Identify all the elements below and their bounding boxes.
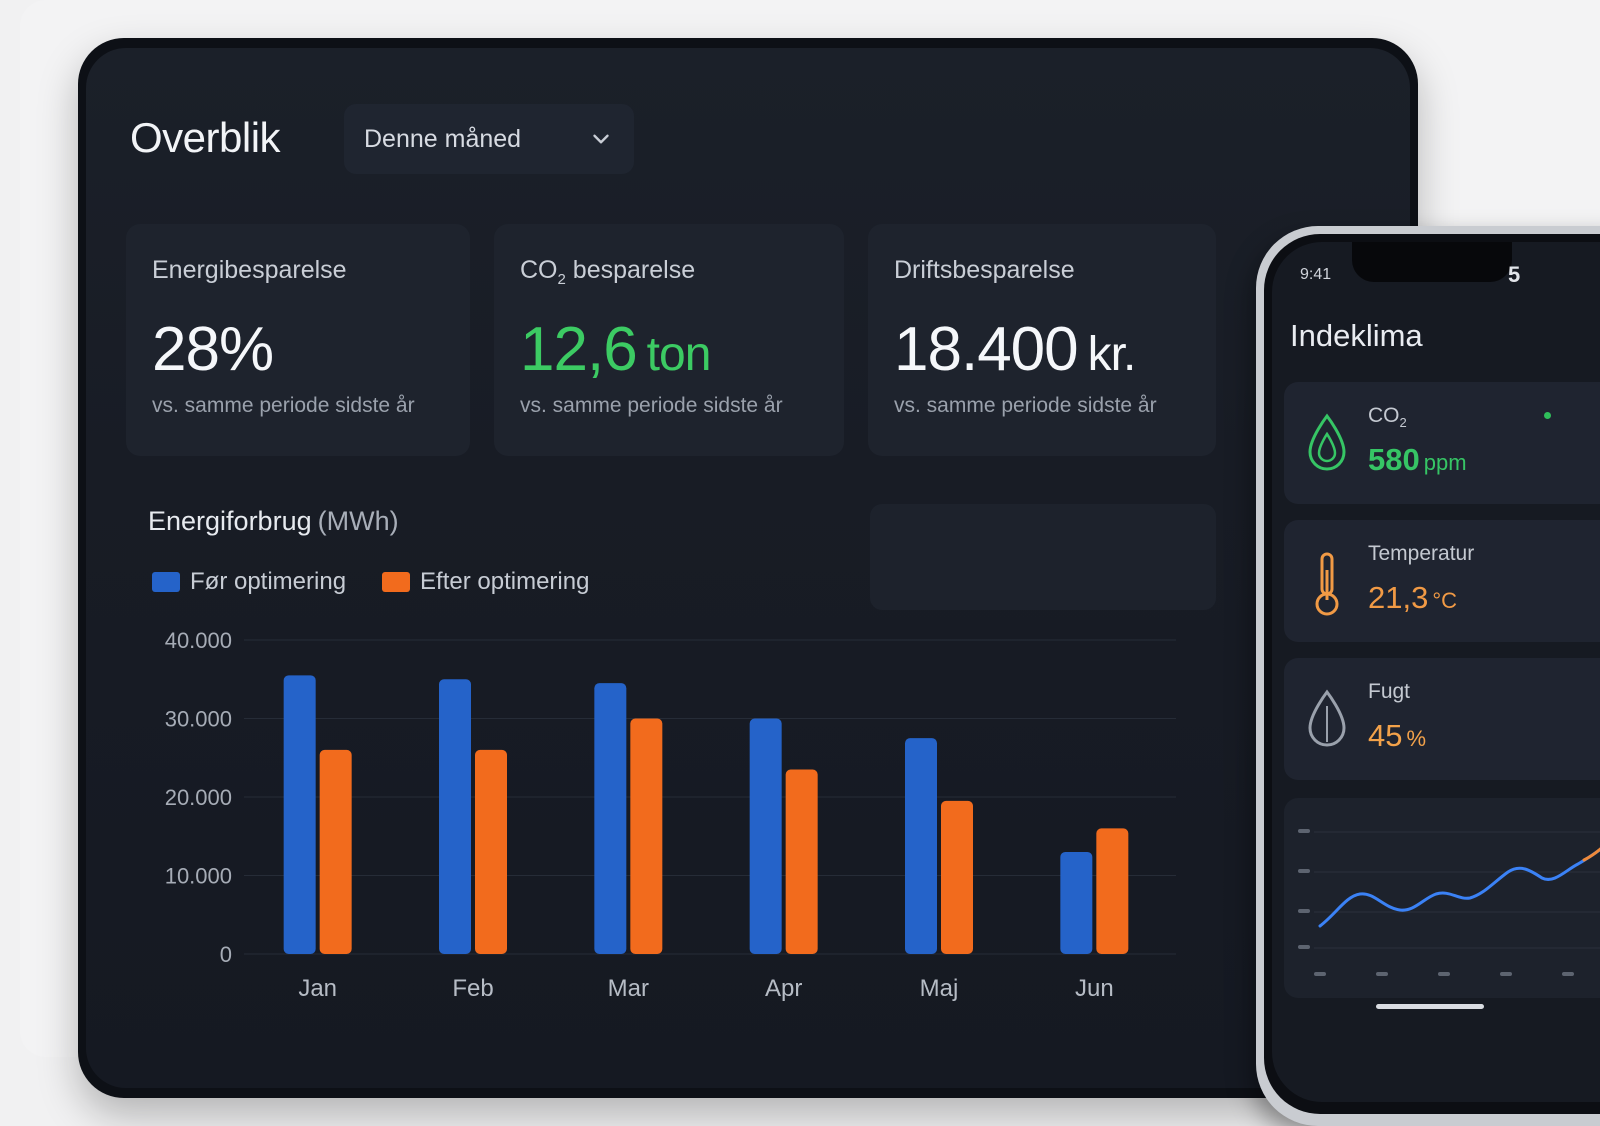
mini-line-chart	[1298, 829, 1600, 976]
status-dot	[1544, 412, 1551, 419]
climate-value: 21,3 °C	[1368, 580, 1458, 615]
legend-label-after: Efter optimering	[420, 568, 590, 595]
climate-card-humidity[interactable]: Fugt 45%	[1284, 658, 1600, 780]
x-tick-label: Mar	[608, 975, 649, 1002]
kpi-value: 12,6 ton	[520, 315, 711, 384]
period-dropdown[interactable]: Denne måned	[344, 104, 634, 174]
kpi-card-energy-saving[interactable]: Energibesparelse 28% vs. samme periode s…	[126, 224, 470, 456]
climate-label: Temperatur	[1368, 542, 1475, 565]
bar-after-maj[interactable]	[941, 800, 973, 954]
home-indicator[interactable]	[1376, 1004, 1484, 1009]
kpi-value: 28%	[152, 315, 274, 384]
climate-label: CO2	[1368, 404, 1407, 431]
bar-before-jan[interactable]	[283, 675, 316, 954]
kpi-comparison: vs. samme periode sidste år	[894, 394, 1157, 417]
climate-label: Fugt	[1368, 680, 1411, 703]
energy-bar-chart: 40.000 30.000 20.000 10.000 0 Jan Feb Mar Apr Maj…	[165, 628, 1176, 1002]
mini-chart-accent-line	[1582, 847, 1600, 862]
legend-label-before: Før optimering	[190, 568, 347, 595]
co2-drop-icon	[1308, 413, 1346, 471]
page-title: Overblik	[130, 114, 281, 161]
x-tick-label: Apr	[765, 975, 802, 1002]
bar-before-feb[interactable]	[439, 679, 471, 954]
period-dropdown-value: Denne måned	[364, 124, 522, 153]
chart-title: Energiforbrug (MWh)	[148, 506, 399, 536]
y-tick-label: 40.000	[165, 628, 232, 653]
y-tick-label: 10.000	[165, 864, 232, 889]
x-tick-label: Feb	[452, 975, 493, 1002]
bar-after-jan[interactable]	[319, 749, 352, 954]
kpi-label: Energibesparelse	[152, 256, 347, 284]
chart-legend: Før optimering Efter optimering	[152, 568, 615, 596]
mini-chart-line	[1318, 847, 1600, 928]
climate-card-co2[interactable]: CO2 580 ppm	[1284, 382, 1600, 504]
bar-before-apr[interactable]	[749, 718, 782, 955]
humidity-drop-icon	[1308, 689, 1346, 747]
phone-title: Indeklima	[1290, 318, 1423, 353]
kpi-label: CO2 besparelse	[520, 256, 696, 288]
thermometer-icon	[1315, 552, 1339, 616]
legend-swatch-after	[382, 572, 411, 592]
kpi-label: Driftsbesparelse	[894, 256, 1075, 284]
y-tick-label: 30.000	[165, 707, 232, 732]
kpi-comparison: vs. samme periode sidste år	[520, 394, 783, 417]
y-tick-label: 20.000	[165, 785, 232, 810]
y-tick-label: 0	[220, 942, 232, 967]
x-tick-label: Jun	[1075, 975, 1114, 1002]
chevron-down-icon	[593, 134, 609, 144]
bar-before-mar[interactable]	[594, 683, 627, 954]
climate-value: 580 ppm	[1368, 442, 1467, 477]
kpi-comparison: vs. samme periode sidste år	[152, 394, 415, 417]
tablet-screen: Overblik Denne måned Energibesparelse 28…	[86, 48, 1410, 1088]
kpi-card-co2-saving[interactable]: CO2 besparelse 12,6 ton vs. samme periode…	[494, 224, 844, 456]
bar-before-jun[interactable]	[1060, 851, 1093, 954]
climate-card-temperature[interactable]: Temperatur 21,3 °C	[1284, 520, 1600, 642]
indoor-climate-mini-chart[interactable]	[1284, 798, 1600, 998]
phone-screen: 9:41 5 Indeklima CO2 580 ppm Temperatur 2…	[1272, 242, 1600, 1102]
bar-before-maj[interactable]	[905, 738, 937, 954]
legend-item-before[interactable]: Før optimering	[152, 568, 346, 596]
kpi-value: 18.400 kr.	[894, 315, 1136, 384]
phone-notch	[1352, 242, 1512, 282]
status-time: 9:41	[1300, 266, 1332, 283]
bar-after-jun[interactable]	[1096, 828, 1129, 954]
x-tick-label: Jan	[298, 975, 337, 1002]
x-tick-label: Maj	[920, 975, 959, 1002]
climate-value: 45%	[1368, 718, 1427, 753]
placeholder-panel	[870, 504, 1216, 610]
bar-after-feb[interactable]	[475, 749, 507, 954]
status-indicators: 5	[1508, 262, 1521, 287]
legend-swatch-before	[152, 572, 180, 592]
bar-after-mar[interactable]	[630, 718, 663, 955]
bar-after-apr[interactable]	[785, 769, 818, 954]
kpi-card-operating-saving[interactable]: Driftsbesparelse 18.400 kr. vs. samme per…	[868, 224, 1216, 456]
legend-item-after[interactable]: Efter optimering	[382, 568, 589, 596]
